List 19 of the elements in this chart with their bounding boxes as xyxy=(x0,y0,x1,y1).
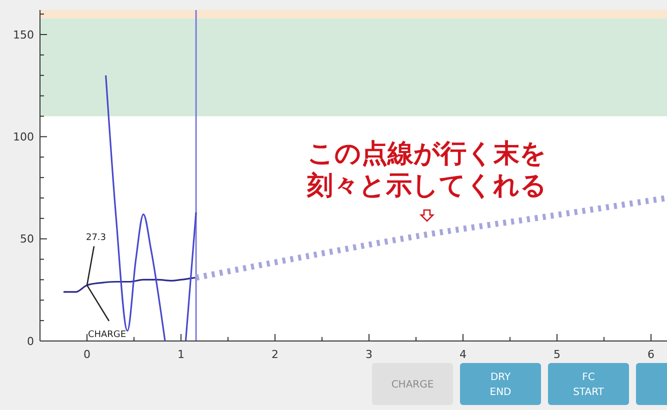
y-tick-label: 150 xyxy=(13,28,34,42)
x-tick-label: 4 xyxy=(460,348,467,361)
x-tick-label: 6 xyxy=(648,348,655,361)
y-tick-label: 100 xyxy=(13,130,34,144)
x-tick-label: 1 xyxy=(178,348,185,361)
annotation: 27.3 xyxy=(86,233,106,244)
x-tick-label: 5 xyxy=(554,348,561,361)
x-tick-label: 0 xyxy=(84,348,90,361)
x-tick-label: 2 xyxy=(272,348,279,361)
button: DRY END xyxy=(460,363,541,405)
button: FC START xyxy=(548,363,629,405)
button: CHARGE xyxy=(372,363,453,405)
annotation: 刻々と示してくれる xyxy=(306,171,547,201)
x-tick-label: 3 xyxy=(366,348,373,361)
annotation: CHARGE xyxy=(88,330,126,340)
annotation: この点線が行く末を xyxy=(308,139,546,169)
y-tick-label: 0 xyxy=(27,334,34,348)
line-series xyxy=(62,276,196,293)
y-tick-label: 50 xyxy=(20,232,34,246)
